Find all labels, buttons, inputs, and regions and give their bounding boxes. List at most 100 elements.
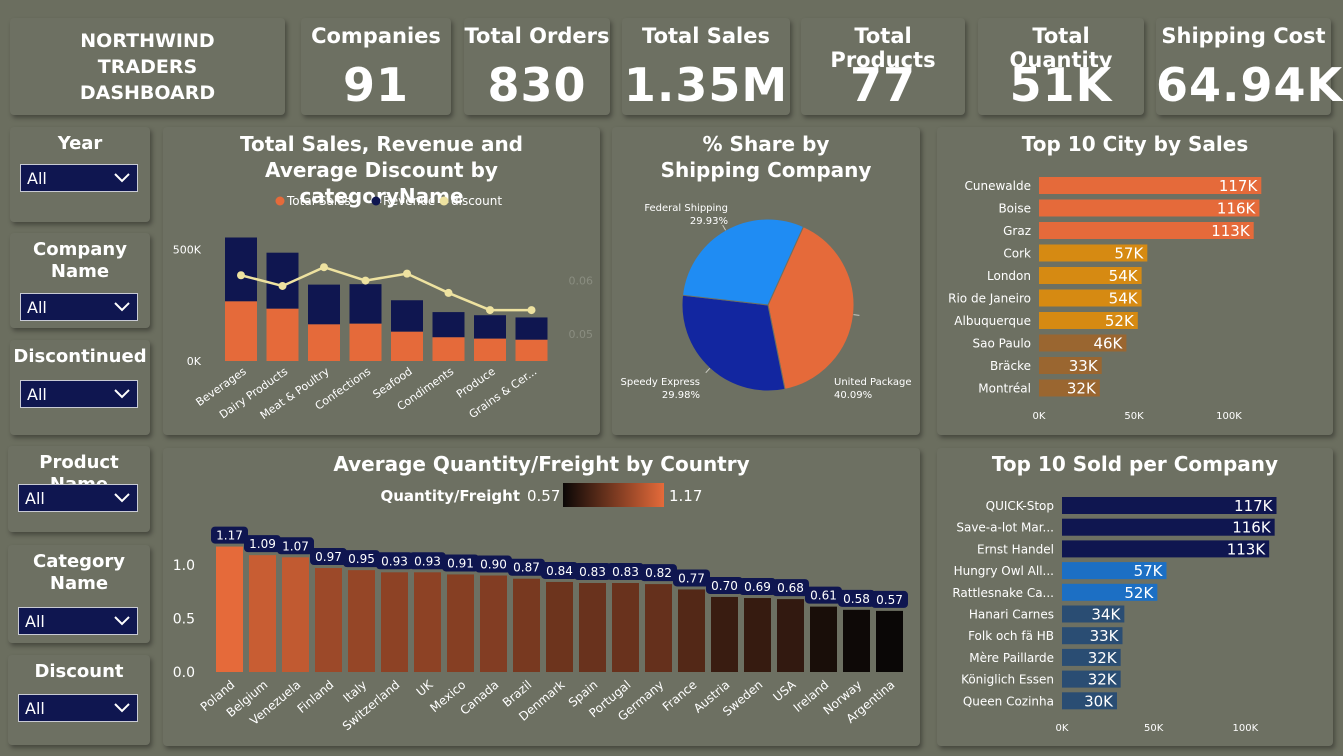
bar-value-label: 117K — [1234, 497, 1274, 515]
sales-bar — [308, 324, 340, 361]
bar-value-label: 0.90 — [480, 558, 507, 572]
bar-category-label: QUICK-Stop — [986, 499, 1054, 513]
kpi-card-total-quantity: Total Quantity 51K — [978, 18, 1144, 115]
bar-value-label: 30K — [1084, 692, 1114, 710]
value-label-bg — [640, 564, 677, 582]
country-bar — [414, 572, 441, 672]
pie-slice — [682, 218, 805, 306]
country-bar — [876, 610, 903, 672]
bar-value-label: 0.57 — [876, 593, 903, 607]
bar-value-label: 0.84 — [546, 564, 573, 578]
bar — [1039, 199, 1260, 217]
x-tick-label: 0K — [1033, 411, 1046, 422]
chevron-down-icon — [114, 173, 130, 183]
value-label-bg — [706, 576, 743, 594]
dashboard-title-line-3: DASHBOARD — [79, 81, 216, 104]
dropdown-value: All — [25, 699, 45, 718]
kpi-card-companies: Companies 91 — [301, 18, 451, 115]
dashboard-title: NORTHWIND TRADERS DASHBOARD — [80, 28, 215, 106]
country-bar — [744, 598, 771, 672]
bar-value-label: 0.83 — [579, 565, 606, 579]
bar-value-label: 57K — [1114, 245, 1144, 263]
legend-marker — [439, 196, 449, 206]
x-tick-label: 0K — [1056, 723, 1069, 734]
bar-category-label: London — [987, 269, 1031, 283]
bar — [1062, 648, 1121, 666]
bar-value-label: 33K — [1090, 627, 1120, 645]
bar-value-label: 0.58 — [843, 592, 870, 606]
product-name-dropdown[interactable]: All — [18, 484, 138, 512]
kpi-value: 77 — [849, 58, 916, 112]
kpi-value: 64.94K — [1156, 58, 1343, 112]
bar-category-label: Boise — [998, 202, 1031, 216]
country-bar — [249, 555, 276, 672]
gradient-legend-max: 1.17 — [669, 487, 702, 505]
company-name-dropdown[interactable]: All — [20, 293, 138, 321]
country-bar — [711, 596, 738, 672]
value-label-bg — [277, 537, 314, 555]
gradient-legend-min: 0.57 — [527, 487, 560, 505]
value-label-bg — [442, 554, 479, 572]
discount-line — [240, 265, 532, 312]
bar — [1062, 583, 1158, 601]
value-label-bg — [871, 590, 908, 608]
shipping-pie-chart: United Package 40.09% Speedy Express 29.98%… — [621, 203, 912, 401]
bar-value-label: 34K — [1091, 606, 1121, 624]
chevron-down-icon — [114, 703, 130, 713]
chevron-down-icon — [114, 302, 130, 312]
kpi-label: Shipping Cost — [1161, 24, 1326, 48]
bar-value-label: 0.97 — [315, 550, 342, 564]
x-tick-label: Finland — [295, 678, 337, 716]
bar-category-label: Hungry Owl All... — [954, 564, 1054, 578]
bar-value-label: 54K — [1109, 267, 1139, 285]
bar-value-label: 0.95 — [348, 552, 375, 566]
bar-category-label: Rattlesnake Ca... — [952, 586, 1054, 600]
category-chart: Total Sales Revenue discount 0K 500K 0.05 0.06… — [173, 194, 593, 422]
slicer-category-name: Category Name All — [8, 545, 150, 643]
bar-value-label: 0.83 — [612, 565, 639, 579]
bar-category-label: Montréal — [978, 382, 1031, 396]
bar-value-label: 1.07 — [282, 539, 309, 553]
bar-value-label: 116K — [1217, 200, 1257, 218]
chart-title: Top 10 City by Sales — [1021, 132, 1249, 156]
kpi-label: Total Quantity — [1009, 24, 1113, 72]
dashboard-title-line-2: TRADERS — [97, 55, 198, 78]
bar — [1062, 562, 1167, 580]
top-city-chart: Cunewalde 117K Boise 116K Graz 113K Cork 57K Lon… — [948, 177, 1262, 422]
dropdown-value: All — [25, 489, 45, 508]
bar-category-label: Königlich Essen — [961, 673, 1054, 687]
value-label-bg — [376, 552, 413, 570]
y-tick-label: 0.0 — [173, 665, 195, 681]
slice-percent-label: 29.93% — [690, 216, 728, 227]
discontinued-dropdown[interactable]: All — [20, 380, 138, 408]
country-bar — [579, 583, 606, 672]
value-label-bg — [805, 586, 842, 604]
slicer-discontinued: Discontinued All — [10, 340, 150, 435]
country-chart-card: Average Quantity/Freight by Country Quan… — [163, 448, 920, 746]
value-label-bg — [574, 563, 611, 581]
bar — [1039, 289, 1142, 307]
slicer-company-name: Company Name All — [10, 233, 150, 328]
value-label-bg — [607, 563, 644, 581]
year-dropdown[interactable]: All — [20, 164, 138, 192]
bar — [1062, 518, 1275, 536]
revenue-bar — [432, 312, 465, 338]
bar-value-label: 54K — [1109, 290, 1139, 308]
category-name-dropdown[interactable]: All — [18, 607, 138, 635]
country-chart: Quantity/Freight 0.57 1.170.00.51.01.17Pol… — [173, 483, 908, 733]
dashboard-title-line-1: NORTHWIND — [80, 29, 215, 52]
country-bar — [546, 581, 573, 672]
bar-category-label: Graz — [1003, 224, 1031, 238]
country-bar — [843, 609, 870, 672]
slicer-year: Year All — [10, 127, 150, 222]
discount-dropdown[interactable]: All — [18, 694, 138, 722]
slice-percent-label: 40.09% — [834, 390, 872, 401]
value-label-bg — [244, 535, 281, 553]
bar — [1039, 244, 1148, 262]
country-bar — [315, 568, 342, 672]
slicer-discount: Discount All — [8, 655, 150, 745]
bar — [1039, 334, 1127, 352]
y-tick-label: 0.5 — [173, 611, 195, 627]
bar-value-label: 116K — [1232, 519, 1272, 537]
bar — [1062, 497, 1277, 514]
